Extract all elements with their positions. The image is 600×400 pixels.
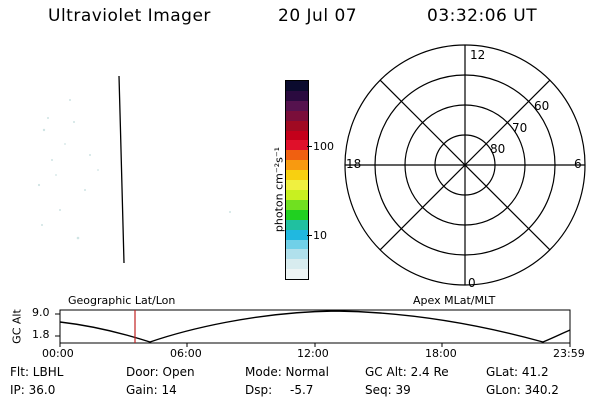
colorbar-band [286,170,308,181]
colorbar-band [286,219,308,230]
timeline-y-bottom: 1.8 [32,328,50,341]
colorbar-band [286,130,308,141]
info-gain: Gain: 14 [126,383,177,397]
colorbar-band [286,150,308,161]
colorbar-band [286,229,308,240]
colorbar-band [286,239,308,250]
colorbar-label-10: 10 [313,229,327,242]
colorbar-tick-low [307,235,312,236]
info-glon: GLon: 340.2 [486,383,559,397]
timeline-left-label: Geographic Lat/Lon [68,294,176,307]
colorbar-label-100: 100 [313,140,334,153]
colorbar-band [286,90,308,101]
colorbar-band [286,160,308,171]
colorbar-band [286,140,308,151]
colorbar-band [286,189,308,200]
time-label: 03:32:06 UT [427,6,538,26]
info-mode: Mode: Normal [245,365,329,379]
colorbar-band [286,269,308,280]
limb-curve [118,75,125,264]
lat-label-80: 80 [490,142,505,156]
colorbar-band [286,199,308,210]
lat-label-60: 60 [534,99,549,113]
colorbar-unit-label: photon cm⁻²s⁻¹ [272,146,286,233]
instrument-title: Ultraviolet Imager [48,6,211,26]
image-speckles [37,99,231,240]
colorbar-tick-high [307,146,312,147]
polar-plot: 12 0 18 6 60 70 80 [344,44,586,290]
polar-diagonal-2 [379,79,551,251]
mlt-label-18: 18 [346,157,361,171]
mlt-label-0: 0 [468,276,476,290]
colorbar-band [286,209,308,220]
timeline-y-top: 9.0 [32,306,50,319]
timeline-xlabel-2359: 23:59 [553,347,585,360]
colorbar [285,80,309,280]
mlt-label-12: 12 [470,48,485,62]
mlt-label-6: 6 [574,157,582,171]
timeline-xlabel-0000: 00:00 [42,347,74,360]
timeline-plot [55,309,571,347]
timeline-xlabel-0600: 06:00 [170,347,202,360]
timeline-xlabel-1200: 12:00 [297,347,329,360]
colorbar-band [286,120,308,131]
info-seq: Seq: 39 [365,383,411,397]
orbit-altitude-curve [59,310,571,343]
info-ip: IP: 36.0 [10,383,56,397]
timeline-xlabel-1800: 18:00 [425,347,457,360]
colorbar-band [286,259,308,270]
colorbar-band [286,249,308,260]
info-dsp-value: -5.7 [290,383,314,397]
info-dsp-label: Dsp: [245,383,273,397]
info-door: Door: Open [126,365,195,379]
timeline-right-label: Apex MLat/MLT [413,294,496,307]
info-glat: GLat: 41.2 [486,365,549,379]
date-label: 20 Jul 07 [278,6,358,26]
info-gc-alt: GC Alt: 2.4 Re [365,365,449,379]
info-filter: Flt: LBHL [10,365,64,379]
timeline-y-axis-label: GC Alt [10,309,24,344]
colorbar-band [286,100,308,111]
colorbar-band [286,180,308,190]
colorbar-band [286,81,308,91]
lat-label-70: 70 [512,121,527,135]
uv-image-panel [37,75,231,264]
colorbar-band [286,110,308,121]
